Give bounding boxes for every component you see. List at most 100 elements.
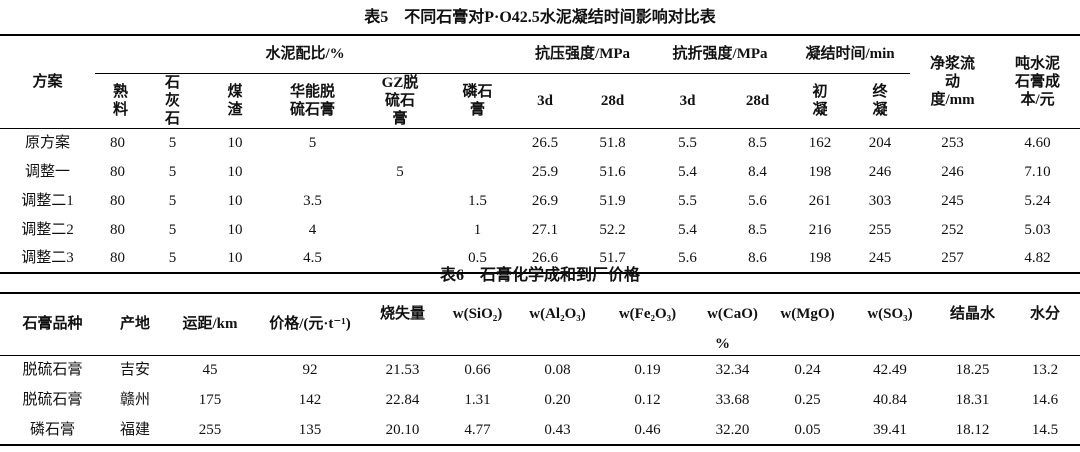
- table-row: 脱硫石膏 吉安 45 92 21.53 0.66 0.08 0.19 32.34 0.24 42.4…: [0, 355, 1080, 385]
- table-cell: 45: [202, 362, 218, 379]
- table-cell: 18.12: [935, 415, 1010, 446]
- table-cell: 303: [868, 192, 892, 209]
- header-cell: 结晶水: [935, 292, 1010, 333]
- table: 石膏品种 产地 运距/km 价格/(元·t⁻¹) 烧失量 w(SiO₂) w(Al₂O₃) w…: [0, 292, 1080, 446]
- table-cell: 51.9: [599, 192, 626, 209]
- table-cell: 92: [302, 362, 318, 379]
- table-cell: 4.77: [440, 415, 515, 446]
- row-label: 脱硫石膏: [22, 392, 83, 408]
- table-cell: 5.03: [1024, 221, 1051, 238]
- table-cell: 5: [168, 221, 177, 238]
- header-cell: GZ脱硫石膏: [360, 73, 440, 129]
- table-row: 调整二2 80 5 10 4 1 27.1 52.2 5.4 8.5 216 255 252 5.03: [0, 215, 1080, 244]
- header-cell: w(SO₃): [845, 292, 935, 333]
- table-cell: 80: [110, 221, 125, 238]
- table-cell: 4: [308, 221, 317, 238]
- table-cell: 175: [198, 392, 222, 408]
- table-cell: 1.5: [468, 192, 487, 209]
- header-cell: w(MgO): [770, 292, 845, 333]
- table-header: 方案 水泥配比/% 抗压强度/MPa 抗折强度/MPa 凝结时间/min 净浆流动度/mm…: [0, 34, 1080, 129]
- table-cell: 5.24: [1024, 192, 1051, 209]
- table-cell: 21.53: [385, 362, 420, 379]
- table-cell: 10: [227, 163, 243, 180]
- table-cell: 51.6: [599, 163, 626, 180]
- table-cell: 5: [168, 192, 177, 209]
- header-cell: 方案: [0, 34, 95, 129]
- table-cell: 198: [808, 163, 832, 180]
- header-cell: w(Al₂O₃): [515, 292, 600, 333]
- row-label: 脱硫石膏: [22, 362, 83, 379]
- group-header: 抗折强度/MPa: [650, 34, 791, 74]
- table-cell: [440, 128, 515, 157]
- table-cell: 27.1: [531, 221, 559, 238]
- table-cell: 253: [941, 134, 964, 151]
- table-cell: [360, 186, 440, 215]
- table-row: 调整二3 80 5 10 4.5 0.5 26.6 51.7 5.6 8.6 198 245 257 4.…: [0, 244, 1080, 274]
- table-cell: 142: [298, 392, 322, 408]
- table-cell: 4.5: [265, 244, 360, 274]
- table-cell: 26.5: [531, 134, 559, 151]
- table-cell: 198: [790, 244, 851, 274]
- header-row: 方案 水泥配比/% 抗压强度/MPa 抗折强度/MPa 凝结时间/min 净浆流动度/mm…: [0, 34, 1080, 129]
- table-cell: 255: [165, 415, 255, 446]
- header-cell: w(Fe₂O₃): [600, 292, 695, 333]
- table-cell: [265, 157, 360, 186]
- row-label: 原方案: [24, 134, 70, 151]
- table-cell: 261: [808, 192, 832, 209]
- table-cell: 245: [850, 244, 911, 274]
- table-cell: 257: [910, 244, 996, 274]
- header-cell: 产地: [105, 292, 165, 356]
- table-cell: 20.10: [365, 415, 440, 446]
- header-cell: 价格/(元·t⁻¹): [255, 292, 365, 356]
- header-cell: 华能脱硫石膏: [265, 73, 360, 129]
- table-cell: 32.20: [695, 415, 770, 446]
- table-cell: 25.9: [531, 163, 559, 180]
- table-cell: 216: [808, 221, 832, 238]
- header-cell: 煤渣: [205, 73, 265, 129]
- table-cell: 吉安: [119, 362, 150, 379]
- row-label: 磷石膏: [0, 415, 105, 446]
- table-cell: 0.5: [440, 244, 516, 274]
- header-cell: 28d: [575, 73, 651, 129]
- table-cell: 10: [227, 221, 243, 238]
- table-cell: 5: [396, 163, 404, 180]
- table-cell: 14.6: [1031, 392, 1059, 408]
- table-cell: 246: [941, 163, 964, 180]
- header-cell: 石膏品种: [0, 292, 105, 356]
- table: 方案 水泥配比/% 抗压强度/MPa 抗折强度/MPa 凝结时间/min 净浆流动度/mm…: [0, 34, 1080, 274]
- table-title: 表6 石膏化学成和到厂价格: [439, 267, 640, 284]
- header-cell: 终凝: [850, 73, 911, 129]
- table-cell: 14.5: [1010, 415, 1080, 446]
- table-cell: 22.84: [385, 392, 420, 408]
- table-body: 脱硫石膏 吉安 45 92 21.53 0.66 0.08 0.19 32.34 0.24 42.4…: [0, 355, 1080, 446]
- table-cell: 5.5: [678, 134, 697, 151]
- table-cell: 40.84: [873, 392, 907, 408]
- table-cell: 135: [255, 415, 365, 446]
- table-row: 脱硫石膏 赣州 175 142 22.84 1.31 0.20 0.12 33.68 0.25 40…: [0, 385, 1080, 415]
- table-cell: 245: [941, 192, 964, 209]
- table-row: 调整一 80 5 10 5 25.9 51.6 5.4 8.4 198 246 246 7.10: [0, 157, 1080, 186]
- table-cell: 0.66: [464, 362, 491, 379]
- table-cell: [360, 244, 440, 274]
- table-cell: 39.41: [845, 415, 935, 446]
- table-cell: 5.6: [748, 192, 767, 209]
- table-cell: 51.7: [575, 244, 651, 274]
- table-cell: 13.2: [1031, 362, 1059, 379]
- table-cell: 5: [168, 163, 177, 180]
- table-cell: 80: [110, 163, 125, 180]
- row-label: 调整二3: [0, 244, 95, 274]
- table-cell: 福建: [105, 415, 165, 446]
- header-cell: w(SiO₂): [440, 292, 515, 333]
- table-cell: 0.12: [634, 392, 661, 408]
- header-row: 石膏品种 产地 运距/km 价格/(元·t⁻¹) 烧失量 w(SiO₂) w(Al₂O₃) w…: [0, 292, 1080, 356]
- table-cell: 10: [205, 244, 265, 274]
- table-cell: 8.5: [748, 134, 767, 151]
- table-body: 原方案 80 5 10 5 26.5 51.8 5.5 8.5 162 204 253 4.60 调整一 8…: [0, 128, 1080, 274]
- group-header: 凝结时间/min: [790, 34, 911, 74]
- table-cell: 0.43: [515, 415, 600, 446]
- header-cell: 3d: [650, 73, 726, 129]
- header-row: 熟料 石灰石 煤渣 华能脱硫石膏 GZ脱硫石膏 磷石膏 3d 28d 3d 28d 初凝 终凝: [0, 73, 1080, 129]
- table-row: 磷石膏 福建 255 135 20.10 4.77 0.43 0.46 32.20 0.05 39.…: [0, 415, 1080, 446]
- row-label: 调整二1: [21, 192, 74, 209]
